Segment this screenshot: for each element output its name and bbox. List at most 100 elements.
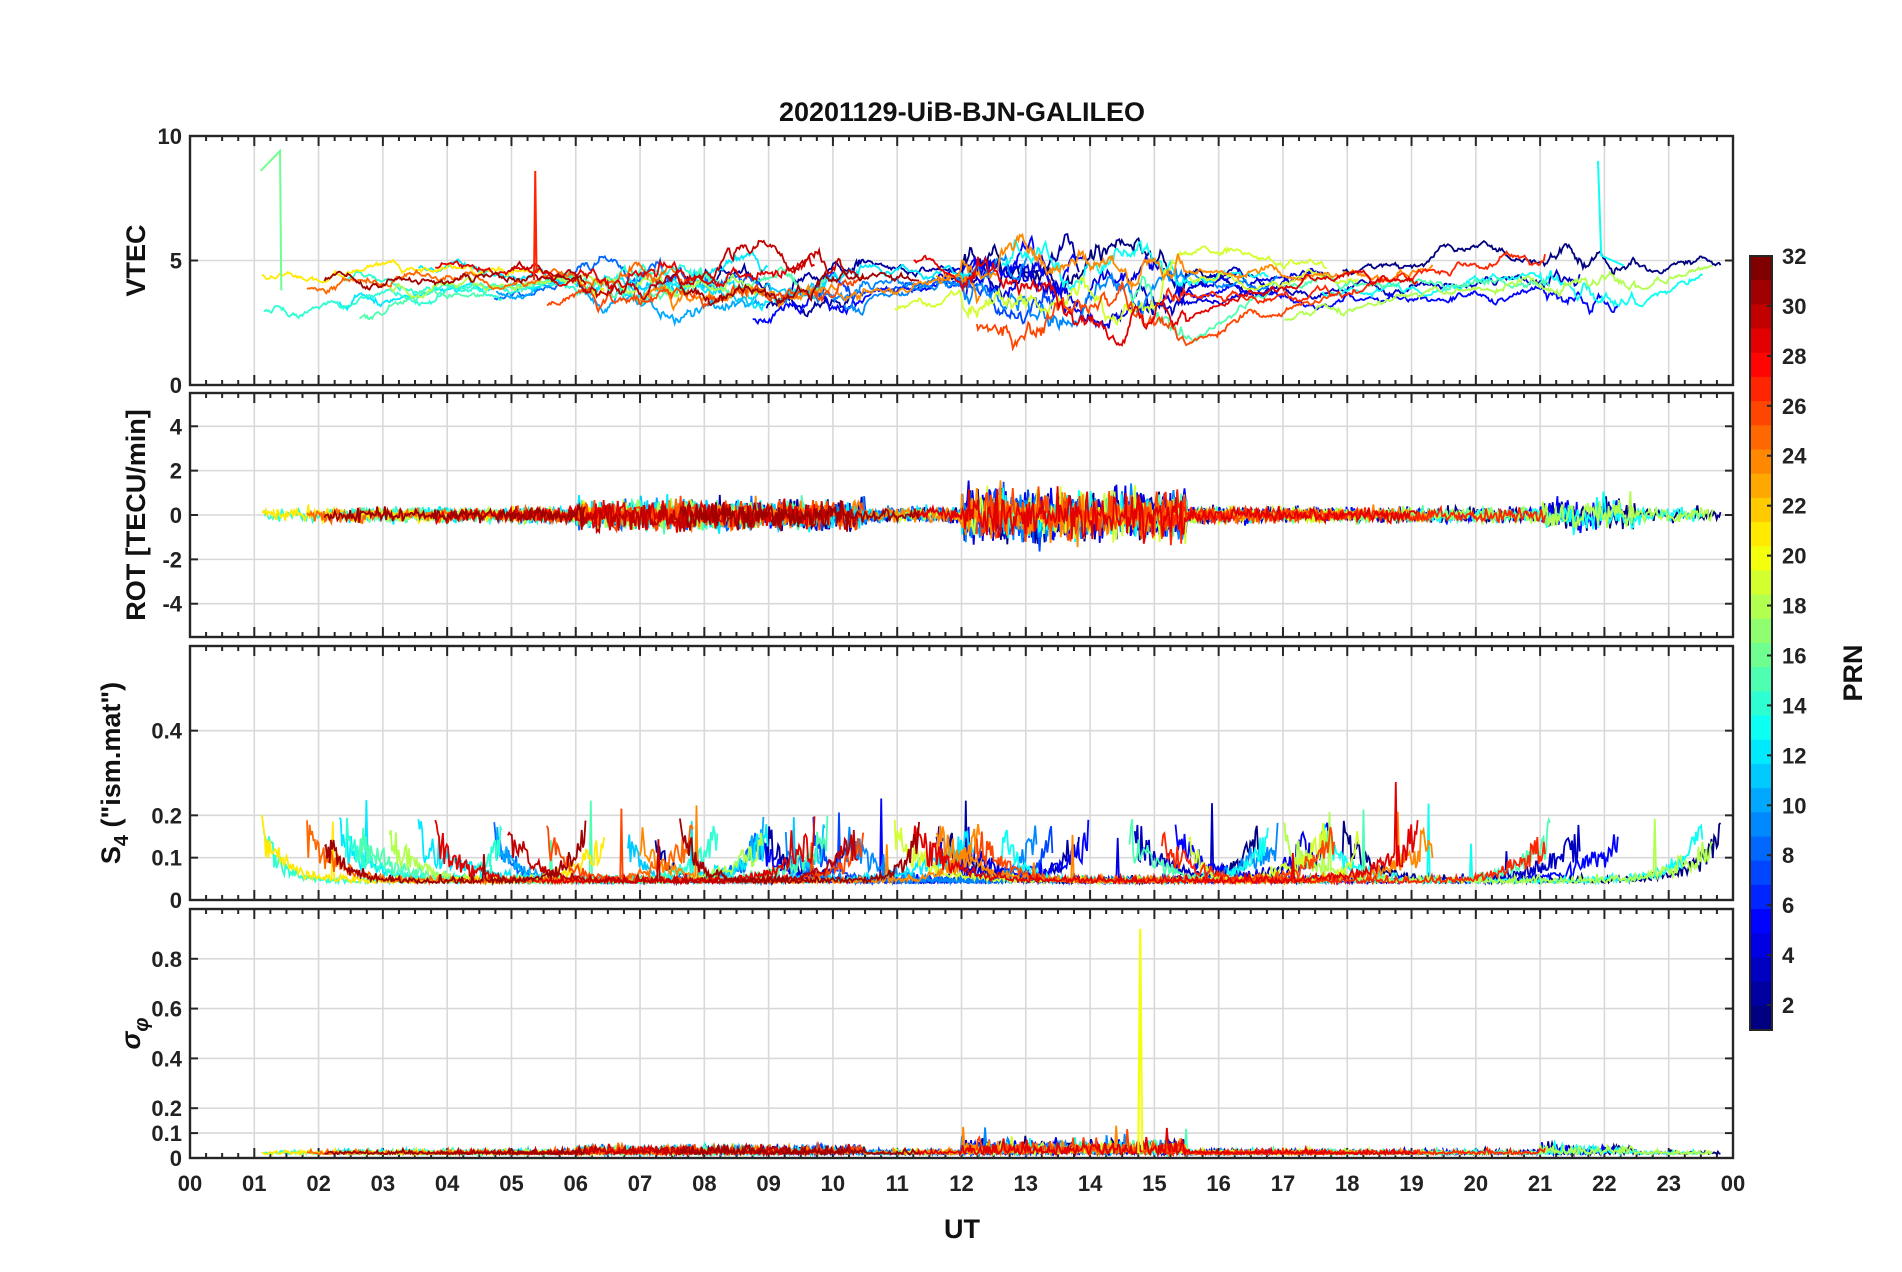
x-tick-label: 13 xyxy=(1014,1171,1038,1196)
series-prn-4 xyxy=(964,253,1330,313)
series-prn-18 xyxy=(1283,264,1714,322)
series-prn-24 xyxy=(639,272,981,312)
y-tick-label: 0.1 xyxy=(151,846,182,871)
panel-rot: -4 -2 0 2 4 ROT [TECU/min] xyxy=(121,391,1735,639)
x-tick-label: 17 xyxy=(1271,1171,1295,1196)
x-tick-label: 03 xyxy=(371,1171,395,1196)
series-prn-5 xyxy=(752,234,1090,326)
x-tick-label: 20 xyxy=(1464,1171,1488,1196)
y-tick-label: 0.2 xyxy=(151,803,182,828)
vtec-spike xyxy=(532,170,538,281)
series-prn-9 xyxy=(784,245,1038,305)
colorbar-cell xyxy=(1750,933,1772,958)
y-axis-label-3: σφ xyxy=(116,1018,153,1050)
series-prn-30 xyxy=(507,830,858,887)
series-prn-27 xyxy=(1161,250,1546,305)
y-tick-label: 0 xyxy=(170,888,182,913)
colorbar: 32 30 28 26 24 22 20 18 16 14 12 10 8 6 4 2 PRN xyxy=(1749,244,1868,1031)
y-tick-label: -4 xyxy=(162,592,182,617)
colorbar-tick-label: 12 xyxy=(1782,743,1806,768)
x-tick-label: 06 xyxy=(564,1171,588,1196)
x-tick-label: 00 xyxy=(1721,1171,1745,1196)
series-prn-31 xyxy=(679,818,920,886)
y-tick-label: 2 xyxy=(170,459,182,484)
x-axis-label: UT xyxy=(944,1214,980,1244)
y-tick-label: 0.4 xyxy=(151,719,182,744)
colorbar-tick-label: 6 xyxy=(1782,893,1794,918)
x-tick-label: 15 xyxy=(1142,1171,1166,1196)
y-tick-label: 5 xyxy=(170,249,182,274)
series-prn-31 xyxy=(679,500,920,532)
y-axis-label-2: S4 ("ism.mat") xyxy=(96,682,133,864)
colorbar-cell xyxy=(1750,570,1772,596)
y-tick-label: 0 xyxy=(170,503,182,528)
colorbar-cell xyxy=(1750,812,1772,837)
x-tick-label: 09 xyxy=(756,1171,780,1196)
colorbar-tick-label: 30 xyxy=(1782,294,1806,319)
colorbar-cell xyxy=(1750,473,1772,499)
colorbar-cell xyxy=(1750,788,1772,813)
series-prn-19 xyxy=(894,245,1327,326)
colorbar-cell xyxy=(1750,909,1772,934)
colorbar-tick-label: 8 xyxy=(1782,843,1794,868)
colorbar-cell xyxy=(1750,546,1772,571)
colorbar-tick-label: 26 xyxy=(1782,394,1806,419)
series-prn-31 xyxy=(324,1145,587,1157)
colorbar-cell xyxy=(1750,449,1772,475)
colorbar-tick-label: 14 xyxy=(1782,693,1807,718)
colorbar-label: PRN xyxy=(1838,644,1868,701)
y-tick-label: -2 xyxy=(162,547,182,572)
x-tick-label: 07 xyxy=(628,1171,652,1196)
series-prn-26 xyxy=(546,276,864,314)
x-tick-label: 22 xyxy=(1592,1171,1616,1196)
x-tick-label: 00 xyxy=(178,1171,202,1196)
colorbar-cell xyxy=(1750,522,1772,547)
colorbar-cell xyxy=(1750,328,1772,354)
panel-s4: 0 0.1 0.2 0.4 S4 ("ism.mat") xyxy=(96,644,1735,913)
series-prn-27 xyxy=(1161,831,1546,886)
x-tick-label: 11 xyxy=(886,1171,909,1196)
series-prn-24 xyxy=(935,811,1434,886)
colorbar-cell xyxy=(1750,691,1772,717)
colorbar-cell xyxy=(1750,763,1772,789)
series-prn-29 xyxy=(912,486,1419,544)
x-tick-label: 12 xyxy=(949,1171,973,1196)
colorbar-tick-label: 2 xyxy=(1782,993,1794,1018)
colorbar-tick-label: 18 xyxy=(1782,594,1806,619)
series-prn-31 xyxy=(323,270,587,291)
y-tick-label: 4 xyxy=(170,414,183,439)
y-axis-label-0: VTEC xyxy=(121,224,151,296)
panels: 0 5 10 VTEC -4 -2 0 2 4 ROT [TECU/min] 0 0.1 0.2 0.4 S… xyxy=(96,124,1745,1196)
colorbar-cell xyxy=(1750,256,1772,281)
y-tick-label: 0 xyxy=(170,373,182,398)
series-prn-29 xyxy=(912,781,1419,886)
y-tick-label: 0.6 xyxy=(151,997,182,1022)
colorbar-cell xyxy=(1750,425,1772,450)
y-axis-label-1: ROT [TECU/min] xyxy=(121,409,151,620)
x-tick-label: 14 xyxy=(1078,1171,1103,1196)
x-tick-label: 08 xyxy=(692,1171,716,1196)
vtec-spike xyxy=(1596,160,1625,267)
x-tick-label: 19 xyxy=(1399,1171,1423,1196)
series-prn-31 xyxy=(679,1143,920,1158)
series-prn-31 xyxy=(679,268,920,307)
series-prn-2 xyxy=(765,233,1080,309)
x-tick-label: 10 xyxy=(821,1171,845,1196)
colorbar-cell xyxy=(1750,280,1772,305)
panel-vtec: 0 5 10 VTEC xyxy=(121,124,1735,398)
colorbar-frame xyxy=(1749,255,1773,1031)
axes-frame-3 xyxy=(188,907,1735,1160)
y-tick-label: 0.1 xyxy=(151,1121,182,1146)
series-prn-29 xyxy=(913,254,1418,347)
series-prn-26 xyxy=(975,279,1335,352)
axes-frame-2 xyxy=(188,644,1735,902)
series-prn-30 xyxy=(507,239,859,301)
colorbar-cell xyxy=(1750,497,1772,523)
series-prn-14 xyxy=(263,285,503,320)
colorbar-tick-label: 4 xyxy=(1782,943,1795,968)
chart-title: 20201129-UiB-BJN-GALILEO xyxy=(779,97,1145,127)
vtec-spike xyxy=(260,148,283,291)
colorbar-tick-label: 32 xyxy=(1782,244,1806,269)
x-tick-label: 23 xyxy=(1656,1171,1680,1196)
series-prn-15 xyxy=(1128,809,1551,887)
